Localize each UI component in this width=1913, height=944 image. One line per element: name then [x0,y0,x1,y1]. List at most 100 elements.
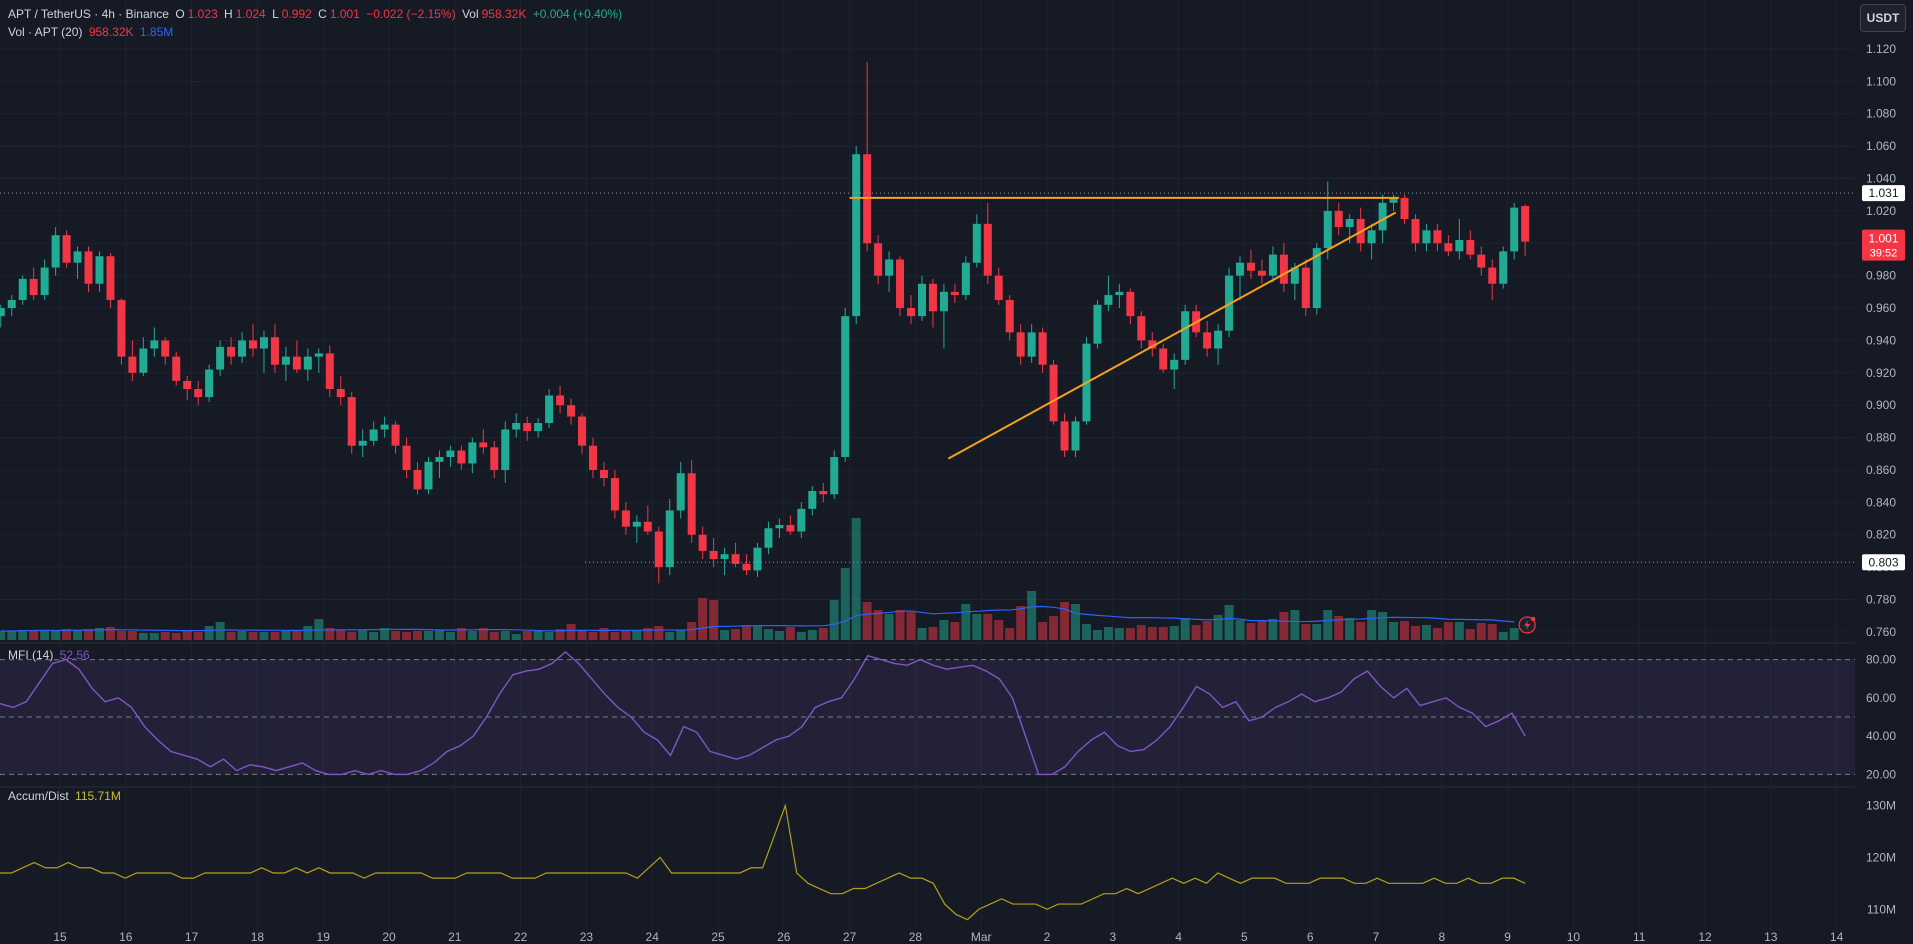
volume-bar [413,631,423,640]
x-tick-label: 4 [1175,930,1182,944]
candle-body [808,491,817,509]
volume-bar [1279,612,1289,640]
volume-bar [456,628,466,640]
volume-bar [1465,629,1475,640]
candle-body [106,256,115,300]
candle-body [1334,210,1343,228]
close-value: 1.001 [329,7,360,21]
candle-body [358,440,367,446]
symbol-name[interactable]: APT / TetherUS · 4h · Binance [8,7,169,21]
x-tick-label: 13 [1764,930,1778,944]
volume-bar [248,632,258,640]
candle-body [885,259,894,276]
candle-body [961,262,970,296]
volume-bar [1224,605,1234,640]
candle-body [1203,332,1212,349]
candle-body [1027,332,1036,357]
x-tick-label: 15 [53,930,67,944]
candle-body [994,275,1003,300]
close-label: C [318,7,327,21]
drawing-overlays[interactable] [0,192,1855,634]
volume-bar [895,610,905,640]
candle-body [51,235,60,268]
candle-body [556,395,565,406]
volume-bar [851,518,861,640]
volume-bar [665,632,675,640]
candle-body [161,340,170,357]
vol-change-value: +0.004 (+0.40%) [532,7,623,21]
bolt-glyph [1524,620,1531,630]
candle-body [1290,267,1299,284]
volume-bar [840,568,850,640]
volume-bar [84,629,94,640]
candle-body [917,283,926,317]
candle-body [1093,304,1102,344]
candle-body [764,528,773,548]
volume-bar [270,632,280,640]
candle-body [391,424,400,446]
x-tick-label: 5 [1241,930,1248,944]
volume-bar [709,600,719,640]
last-price-text: 1.001 [1868,232,1898,246]
volume-bar [18,630,28,640]
volume-bar [1356,622,1366,640]
candle-body [150,340,159,349]
volume-bar [1114,628,1124,640]
price-tick-label: 0.960 [1866,301,1896,315]
candle-body [928,283,937,312]
candle-body [907,308,916,317]
x-tick-label: 9 [1504,930,1511,944]
mfi-tick-label: 80.00 [1866,653,1896,667]
volume-bar [763,629,773,640]
volume-bar [785,627,795,640]
volume-bar [818,628,828,640]
candle-body [1126,291,1135,317]
volume-bar [1487,624,1497,640]
candle-body [1521,206,1530,242]
vol-value: 958.32K [481,7,527,21]
price-label-text: 1.031 [1868,186,1898,200]
candle-body [1433,230,1442,244]
volume-bar [522,631,532,640]
volume-bar [862,602,872,640]
price-tick-label: 1.100 [1866,74,1896,88]
mfi-tick-label: 60.00 [1866,691,1896,705]
price-label-box [1862,185,1905,202]
volume-bar [1378,612,1388,640]
mfi-label[interactable]: MFI (14) [8,648,54,662]
volume-bar [752,626,762,640]
accum-dist-label[interactable]: Accum/Dist [8,789,69,803]
candle-body [1214,330,1223,349]
candlestick-series[interactable] [0,61,1530,584]
volume-bar [742,625,752,640]
candle-body [270,337,279,365]
accum-dist-pane [0,803,1526,921]
price-tick-label: 0.920 [1866,366,1896,380]
volume-bar [489,632,499,640]
volume-bar [369,632,379,640]
volume-bar [215,622,225,640]
candle-body [599,469,608,479]
volume-indicator-label[interactable]: Vol · APT (20) [8,25,83,39]
candle-body [588,445,597,470]
candle-body [1246,262,1255,271]
candle-body [1510,207,1519,252]
mfi-value: 52.56 [59,648,90,662]
candle-body [939,291,948,312]
candle-body [380,424,389,430]
volume-bar [149,633,159,640]
volume-bar [796,632,806,640]
volume-bar [1071,604,1081,640]
volume-bar [1169,626,1179,640]
volume-bar [138,633,148,640]
volume-bar [347,632,357,640]
currency-badge[interactable]: USDT [1860,4,1906,32]
candle-body [1016,332,1025,357]
volume-ma-line [0,605,1515,632]
candle-body [402,445,411,470]
volume-bar [873,610,883,640]
candle-body [205,369,214,398]
candle-body [347,397,356,446]
candle-body [62,235,71,263]
